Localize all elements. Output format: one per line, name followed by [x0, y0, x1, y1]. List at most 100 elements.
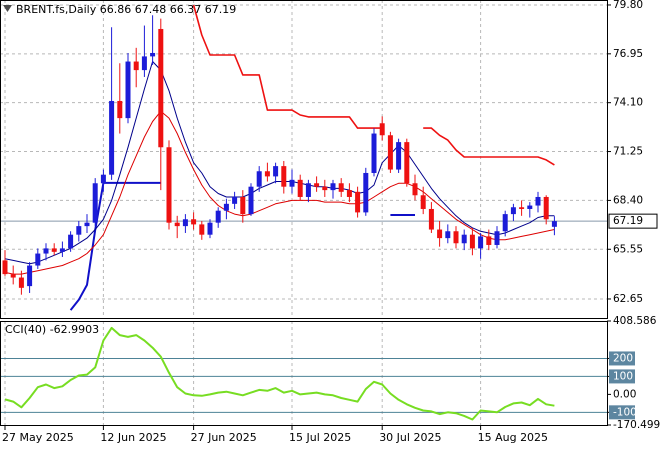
- candle-body: [510, 207, 516, 215]
- candle-body: [35, 253, 41, 266]
- candle-body: [478, 236, 484, 249]
- chart-header: BRENT.fs,Daily 66.86 67.48 66.37 67.19: [16, 3, 236, 16]
- level-box: [609, 369, 635, 384]
- candle-body: [289, 179, 295, 187]
- candle-body: [92, 183, 98, 223]
- low-value: 66.37: [170, 3, 202, 16]
- candle-body: [158, 28, 164, 148]
- candle-body: [84, 222, 90, 227]
- cci-line: [4, 326, 555, 421]
- candle-body: [10, 274, 16, 278]
- symbol-icon: [3, 5, 12, 12]
- y-tick-label: -170.499: [613, 419, 660, 431]
- candle-body: [240, 196, 246, 215]
- candle-body: [2, 260, 8, 275]
- candle-body: [305, 183, 311, 197]
- candle-body: [43, 248, 49, 254]
- marks-layer: [0, 4, 607, 421]
- y-tick-label: 200: [613, 352, 633, 364]
- candle-body: [232, 196, 238, 204]
- candle-body: [207, 222, 213, 235]
- candle-body: [396, 142, 402, 170]
- candle-body: [535, 196, 541, 206]
- candle-body: [166, 147, 172, 223]
- x-tick-label: 15 Jul 2025: [289, 431, 351, 444]
- candle-body: [527, 205, 533, 209]
- chart-title: BRENT.fs,Daily: [16, 3, 97, 16]
- candle-body: [125, 61, 131, 119]
- candle-body: [133, 61, 139, 71]
- last-price-box: [608, 213, 658, 229]
- candle-body: [494, 231, 500, 245]
- cci-title: CCI(40): [5, 323, 46, 336]
- y-tick-label: 79.80: [613, 0, 643, 11]
- x-tick-label: 12 Jun 2025: [100, 431, 166, 444]
- candle-body: [182, 219, 188, 227]
- y-tick-label: 71.25: [613, 146, 643, 158]
- y-tick-label: 0.00: [613, 388, 636, 400]
- main-panel-border: [0, 0, 608, 319]
- candle-body: [191, 219, 197, 225]
- indicator-line: [69, 181, 415, 311]
- candle-body: [117, 100, 123, 119]
- candle-body: [428, 208, 434, 230]
- y-tick-label: 408.586: [613, 315, 657, 327]
- candle-body: [27, 265, 33, 287]
- open-value: 66.86: [100, 3, 132, 16]
- candle-body: [141, 56, 147, 71]
- candle-body: [150, 52, 156, 57]
- candle-body: [215, 210, 221, 223]
- candle-body: [281, 166, 287, 187]
- candle-body: [551, 221, 557, 227]
- candle-body: [68, 234, 74, 249]
- candle-body: [371, 133, 377, 173]
- candle-body: [363, 172, 369, 213]
- candle-body: [199, 224, 205, 235]
- close-value: 67.19: [205, 3, 237, 16]
- candle-body: [59, 248, 65, 252]
- last-price-label: 67.19: [613, 215, 643, 227]
- candle-body: [502, 214, 508, 232]
- candle-body: [420, 195, 426, 209]
- candle-body: [100, 174, 106, 184]
- candle-body: [469, 234, 475, 249]
- x-tick-label: 27 Jun 2025: [191, 431, 257, 444]
- candle-body: [248, 186, 254, 215]
- candle-body: [273, 166, 279, 177]
- candle-body: [314, 183, 320, 187]
- candle-body: [379, 123, 385, 136]
- candle-body: [297, 179, 303, 197]
- x-tick-label: 27 May 2025: [2, 431, 74, 444]
- indicator-line: [4, 61, 555, 265]
- candle-body: [322, 186, 328, 191]
- y-tick-label: 68.40: [613, 194, 643, 206]
- candle-body: [346, 190, 352, 197]
- candle-body: [543, 196, 549, 220]
- candle-body: [18, 277, 24, 288]
- candle-body: [412, 183, 418, 196]
- candle-body: [461, 234, 467, 244]
- candle-body: [445, 231, 451, 239]
- x-tick-label: 15 Aug 2025: [478, 431, 548, 444]
- x-tick-label: 30 Jul 2025: [379, 431, 441, 444]
- candle-body: [264, 171, 270, 177]
- candle-body: [355, 191, 361, 213]
- y-tick-label: 76.95: [613, 48, 643, 60]
- candle-body: [256, 171, 262, 187]
- y-tick-label: 65.55: [613, 243, 643, 255]
- y-tick-label: 74.10: [613, 97, 643, 109]
- candle-body: [437, 229, 443, 239]
- cci-panel-border: [0, 321, 608, 426]
- candle-body: [174, 222, 180, 227]
- candle-body: [404, 142, 410, 184]
- y-tick-label: 100: [613, 370, 633, 382]
- y-tick-label: -100: [613, 406, 637, 418]
- candle-body: [519, 207, 525, 209]
- candle-body: [486, 236, 492, 245]
- high-value: 67.48: [135, 3, 167, 16]
- candle-body: [51, 248, 57, 252]
- level-box: [609, 405, 635, 420]
- y-tick-label: 62.65: [613, 293, 643, 305]
